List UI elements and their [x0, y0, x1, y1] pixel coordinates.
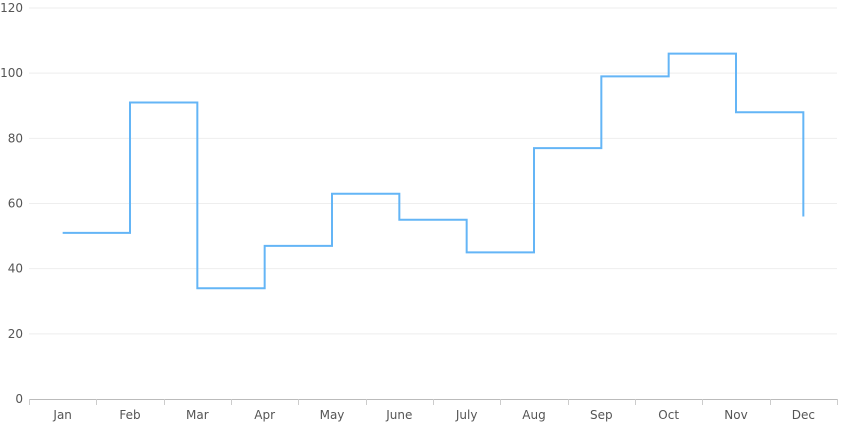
x-tick-label: July	[455, 408, 478, 422]
y-tick-label: 100	[0, 66, 23, 80]
x-tick-label: Sep	[590, 408, 613, 422]
y-tick-label: 20	[8, 327, 23, 341]
x-tick-label: Oct	[658, 408, 679, 422]
gridlines	[29, 7, 837, 335]
x-tick-label: Dec	[792, 408, 815, 422]
x-tick-label: Jan	[52, 408, 72, 422]
y-tick-label: 60	[8, 197, 23, 211]
series-line	[62, 52, 805, 290]
x-tick-label: June	[385, 408, 412, 422]
y-tick-label: 0	[15, 392, 23, 406]
x-tick-label: Feb	[119, 408, 140, 422]
x-tick-label: May	[320, 408, 345, 422]
y-tick-label: 120	[0, 1, 23, 15]
x-tick-label: Apr	[254, 408, 275, 422]
y-axis: 0 20 40 60 80 100 120	[0, 1, 23, 406]
x-tick-label: Mar	[186, 408, 209, 422]
y-tick-label: 80	[8, 131, 23, 145]
x-tick-label: Aug	[522, 408, 545, 422]
x-axis: Jan Feb Mar Apr May June July Aug Sep Oct Nov Dec	[29, 399, 838, 422]
x-tick-label: Nov	[724, 408, 747, 422]
y-tick-label: 40	[8, 262, 23, 276]
series	[62, 52, 805, 290]
